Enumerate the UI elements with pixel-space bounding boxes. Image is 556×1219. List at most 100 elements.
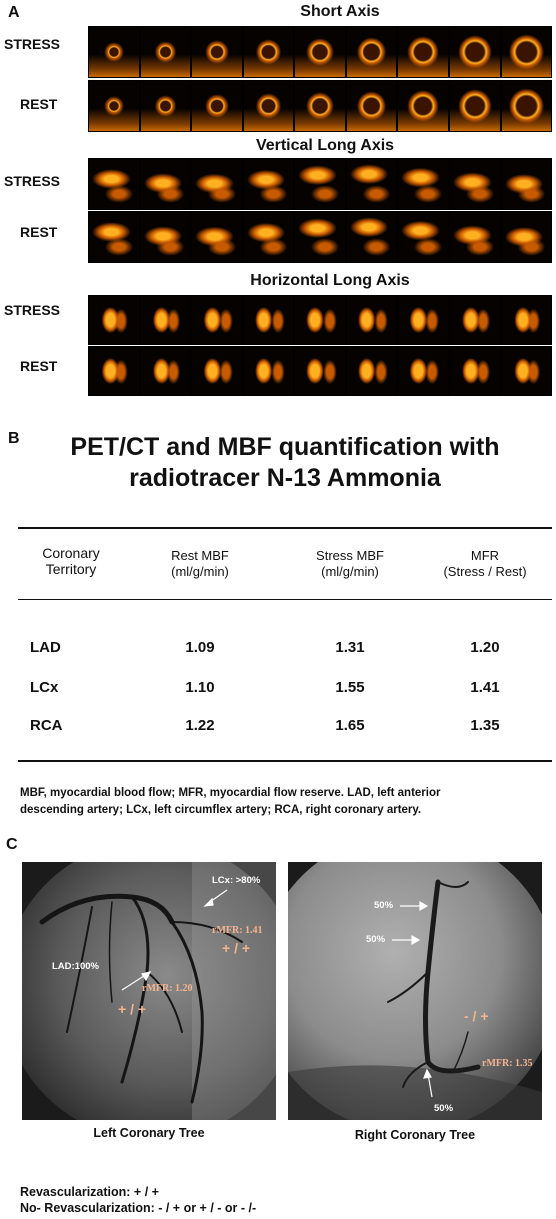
- pet-slice-frame: [295, 296, 345, 344]
- horizontal-long-axis-rest-strip: [88, 346, 552, 396]
- short-axis-stress-strip: [88, 26, 552, 78]
- header-mfr-line2: (Stress / Rest): [443, 564, 527, 579]
- short-axis-stress-label: STRESS: [4, 36, 61, 52]
- rca-stenosis-label-1: 50%: [374, 900, 394, 911]
- right-angiogram-image: [288, 862, 542, 1120]
- pet-slice-frame: [192, 159, 242, 209]
- left-coronary-angiogram: LCx: >80% LAD:100% rMFR: 1.41 + / + rMFR…: [22, 862, 276, 1120]
- row-rca-stress: 1.65: [335, 717, 365, 734]
- legend-no-revascularization: No- Revascularization: - / + or + / - or…: [20, 1201, 257, 1215]
- pet-slice-frame: [398, 159, 448, 209]
- horizontal-long-axis-title: Horizontal Long Axis: [250, 272, 410, 289]
- header-territory-line1: Coronary: [42, 545, 100, 561]
- panel-b-title-line2: radiotracer N-13 Ammonia: [129, 464, 441, 492]
- footnote-line2: descending artery; LCx, left circumflex …: [20, 804, 422, 816]
- pet-slice-frame: [398, 347, 448, 395]
- row-rca-rest: 1.22: [185, 717, 215, 734]
- pet-slice-frame: [346, 347, 397, 395]
- pet-slice-frame: [501, 81, 552, 131]
- header-stress-line1: Stress MBF: [316, 548, 384, 563]
- rca-stenosis-label-3: 50%: [434, 1103, 454, 1114]
- table-bottom-rule: [18, 760, 552, 762]
- vertical-long-axis-stress-strip: [88, 158, 552, 210]
- right-coronary-angiogram: 50% 50% 50% - / + rMFR: 1.35: [288, 862, 542, 1120]
- row-rca-mfr: 1.35: [470, 717, 500, 734]
- pet-slice-frame: [398, 27, 448, 77]
- right-coronary-caption: Right Coronary Tree: [354, 1128, 476, 1142]
- pet-slice-frame: [89, 347, 139, 395]
- pet-slice-frame: [243, 347, 294, 395]
- pet-slice-frame: [89, 212, 139, 262]
- row-lad-mfr: 1.20: [470, 639, 500, 656]
- pet-slice-frame: [295, 27, 345, 77]
- pet-slice-frame: [449, 27, 500, 77]
- pet-slice-frame: [501, 212, 552, 262]
- header-rest-mbf: Rest MBF (ml/g/min): [140, 548, 260, 580]
- pet-slice-frame: [346, 27, 397, 77]
- pet-slice-frame: [243, 81, 294, 131]
- pet-slice-frame: [346, 296, 397, 344]
- pet-slice-frame: [346, 159, 397, 209]
- pet-slice-frame: [140, 159, 191, 209]
- header-mfr-line1: MFR: [470, 548, 500, 563]
- pet-slice-frame: [89, 81, 139, 131]
- pet-slice-frame: [192, 296, 242, 344]
- short-axis-title: Short Axis: [300, 3, 380, 20]
- header-mfr: MFR (Stress / Rest): [420, 548, 550, 580]
- row-rca-territory: RCA: [30, 717, 63, 734]
- vertical-long-axis-title: Vertical Long Axis: [255, 137, 395, 154]
- vertical-long-axis-stress-label: STRESS: [4, 173, 61, 189]
- pet-slice-frame: [501, 296, 552, 344]
- pet-slice-frame: [243, 212, 294, 262]
- rca-rmfr-label: rMFR: 1.35: [482, 1058, 533, 1069]
- horizontal-long-axis-stress-strip: [88, 295, 552, 345]
- pet-slice-frame: [449, 81, 500, 131]
- row-lad-territory: LAD: [30, 639, 61, 656]
- lcx-stenosis-label: LCx: >80%: [212, 875, 261, 886]
- left-coronary-caption: Left Coronary Tree: [93, 1126, 205, 1140]
- pet-slice-frame: [243, 296, 294, 344]
- rca-stenosis-label-2: 50%: [366, 934, 386, 945]
- table-header-rule: [18, 599, 552, 600]
- row-lad-rest: 1.09: [185, 639, 215, 656]
- legend-revascularization: Revascularization: + / +: [20, 1185, 159, 1199]
- pet-slice-frame: [295, 212, 345, 262]
- footnote-line1: MBF, myocardial blood flow; MFR, myocard…: [20, 787, 441, 799]
- row-lcx-mfr: 1.41: [470, 679, 500, 696]
- pet-slice-frame: [449, 159, 500, 209]
- header-territory: Coronary Territory: [16, 545, 126, 577]
- pet-slice-frame: [501, 27, 552, 77]
- horizontal-long-axis-stress-label: STRESS: [4, 302, 61, 318]
- horizontal-long-axis-rest-label: REST: [20, 358, 58, 374]
- row-lcx-stress: 1.55: [335, 679, 365, 696]
- panel-b-title-line1: PET/CT and MBF quantification with: [70, 433, 500, 461]
- short-axis-rest-label: REST: [20, 96, 58, 112]
- pet-slice-frame: [398, 296, 448, 344]
- row-lad-stress: 1.31: [335, 639, 365, 656]
- pet-slice-frame: [346, 81, 397, 131]
- vertical-long-axis-rest-strip: [88, 211, 552, 263]
- lad-revasc-sign: + / +: [118, 1001, 147, 1017]
- pet-slice-frame: [449, 296, 500, 344]
- lad-stenosis-label: LAD:100%: [52, 961, 99, 972]
- pet-slice-frame: [501, 347, 552, 395]
- pet-slice-frame: [140, 212, 191, 262]
- vertical-long-axis-rest-label: REST: [20, 224, 58, 240]
- pet-slice-frame: [89, 296, 139, 344]
- pet-slice-frame: [140, 27, 191, 77]
- pet-slice-frame: [192, 81, 242, 131]
- pet-slice-frame: [295, 347, 345, 395]
- panel-letter-c: C: [6, 836, 18, 853]
- short-axis-rest-strip: [88, 80, 552, 132]
- lcx-rmfr-label: rMFR: 1.41: [212, 925, 263, 936]
- pet-slice-frame: [295, 159, 345, 209]
- pet-slice-frame: [89, 27, 139, 77]
- header-rest-line2: (ml/g/min): [171, 564, 229, 579]
- header-territory-line2: Territory: [45, 561, 97, 577]
- lcx-revasc-sign: + / +: [222, 940, 251, 956]
- header-stress-line2: (ml/g/min): [321, 564, 379, 579]
- pet-slice-frame: [243, 159, 294, 209]
- header-rest-line1: Rest MBF: [171, 548, 229, 563]
- pet-slice-frame: [192, 347, 242, 395]
- pet-slice-frame: [192, 212, 242, 262]
